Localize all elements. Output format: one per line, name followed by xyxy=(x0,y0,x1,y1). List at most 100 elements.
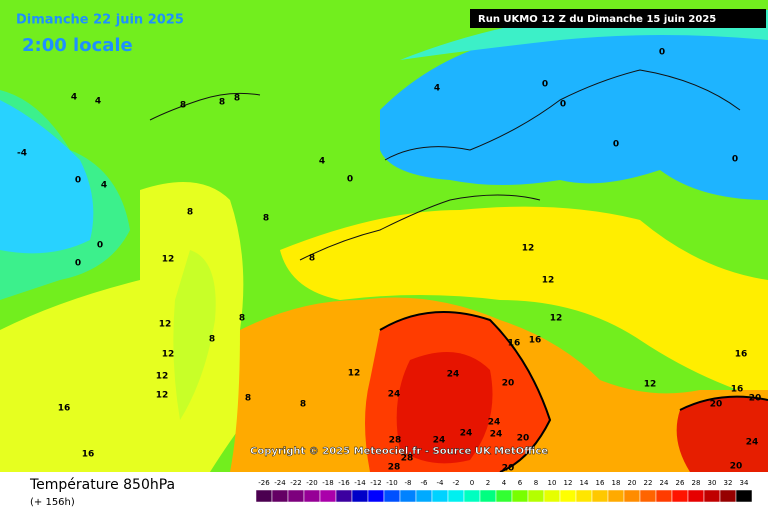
contour-label: 16 xyxy=(529,336,542,346)
contour-label: 8 xyxy=(239,314,245,324)
isotherm xyxy=(379,311,768,473)
footer-title: Température 850hPa xyxy=(29,477,175,493)
contour-label: 4 xyxy=(319,157,325,167)
legend-label: 34 xyxy=(740,479,749,487)
contour-label: 8 xyxy=(245,394,251,404)
legend-swatch xyxy=(639,489,657,503)
legend-label: 8 xyxy=(534,479,538,487)
legend-swatch xyxy=(575,489,593,503)
legend-label: 24 xyxy=(660,479,669,487)
legend-label: -26 xyxy=(258,479,270,487)
contour-label: 12 xyxy=(522,244,535,254)
temp-region xyxy=(676,396,768,472)
legend-swatch xyxy=(703,489,721,503)
legend-label: 2 xyxy=(486,479,490,487)
contour-label: 4 xyxy=(95,97,101,107)
contour-label: 16 xyxy=(508,339,521,349)
contour-label: 12 xyxy=(644,380,657,390)
legend-swatch xyxy=(447,489,465,503)
legend-label: -22 xyxy=(290,479,301,487)
contour-label: 8 xyxy=(180,101,186,111)
contour-label: 0 xyxy=(542,80,548,90)
contour-label: 12 xyxy=(159,320,172,330)
contour-label: 24 xyxy=(488,418,501,428)
legend-swatch xyxy=(287,489,305,503)
contour-label: 20 xyxy=(710,400,723,410)
legend-swatch xyxy=(687,489,705,503)
contour-label: 28 xyxy=(388,463,401,473)
legend-label: 14 xyxy=(580,479,589,487)
coastline xyxy=(149,69,741,261)
legend-label: -24 xyxy=(274,479,286,487)
contour-label: 12 xyxy=(156,391,169,401)
legend-swatch xyxy=(559,489,577,503)
legend-swatch xyxy=(543,489,561,503)
contour-label: 20 xyxy=(502,464,515,474)
legend-label: -18 xyxy=(322,479,333,487)
legend-label: -14 xyxy=(354,479,366,487)
contour-label: 4 xyxy=(434,84,440,94)
contour-label: 0 xyxy=(659,48,665,58)
contour-label: 8 xyxy=(209,335,215,345)
contour-label: 0 xyxy=(97,241,103,251)
legend-label: 20 xyxy=(628,479,637,487)
legend-label: -8 xyxy=(405,479,412,487)
legend-swatch xyxy=(303,489,321,503)
legend-swatch xyxy=(623,489,641,503)
contour-label: 12 xyxy=(162,255,175,265)
legend-label: 10 xyxy=(548,479,557,487)
run-info: Run UKMO 12 Z du Dimanche 15 juin 2025 xyxy=(478,14,716,25)
forecast-date: Dimanche 22 juin 2025 xyxy=(16,13,184,28)
legend-label: 18 xyxy=(612,479,621,487)
legend-swatch xyxy=(591,489,609,503)
contour-label: 12 xyxy=(156,372,169,382)
legend-label: 32 xyxy=(724,479,733,487)
legend-label: -10 xyxy=(386,479,397,487)
contour-label: 12 xyxy=(542,276,555,286)
legend-swatch xyxy=(431,489,449,503)
color-legend: -26 -24 -22 -20 -18 -16 -14 -12 -10 -8 -6 -4 -2 0 2 4 6 8… xyxy=(255,479,753,503)
legend-swatch xyxy=(463,489,481,503)
legend-label: 30 xyxy=(708,479,717,487)
contour-label: -4 xyxy=(17,149,27,159)
contour-label: 4 xyxy=(101,181,107,191)
contour-label: 8 xyxy=(263,214,269,224)
contour-label: 0 xyxy=(75,176,81,186)
map xyxy=(0,0,768,473)
legend-label: -12 xyxy=(370,479,381,487)
contour-label: 0 xyxy=(613,140,619,150)
contour-label: 20 xyxy=(749,394,762,404)
contour-label: 24 xyxy=(746,438,759,448)
contour-label: 16 xyxy=(731,385,744,395)
legend-swatch xyxy=(351,489,369,503)
legend-label: -2 xyxy=(453,479,460,487)
legend-label: 4 xyxy=(502,479,507,487)
temp-region xyxy=(0,100,94,254)
contour-label: 0 xyxy=(732,155,738,165)
legend-label: 6 xyxy=(518,479,523,487)
copyright: Copyright © 2025 Meteociel.fr - Source U… xyxy=(250,446,548,457)
contour-label: 8 xyxy=(187,208,193,218)
contour-label: 24 xyxy=(433,436,446,446)
legend-swatch xyxy=(271,489,289,503)
legend-swatch xyxy=(655,489,673,503)
run-banner xyxy=(470,9,766,28)
legend-label: -4 xyxy=(437,479,445,487)
legend-swatch xyxy=(719,489,737,503)
legend-swatch xyxy=(415,489,433,503)
contour-label: 28 xyxy=(401,454,414,464)
contour-label: 20 xyxy=(730,462,743,472)
legend-swatch xyxy=(479,489,497,503)
contour-label: 24 xyxy=(447,370,460,380)
forecast-time: 2:00 locale xyxy=(22,35,133,56)
legend-label: 26 xyxy=(676,479,685,487)
legend-swatch xyxy=(735,489,753,503)
temp-region xyxy=(173,250,216,420)
legend-swatch xyxy=(255,489,273,503)
contour-label: 24 xyxy=(490,430,503,440)
legend-label: -16 xyxy=(338,479,350,487)
legend-swatch xyxy=(367,489,385,503)
temp-region xyxy=(396,352,493,464)
contour-label: 0 xyxy=(560,100,566,110)
